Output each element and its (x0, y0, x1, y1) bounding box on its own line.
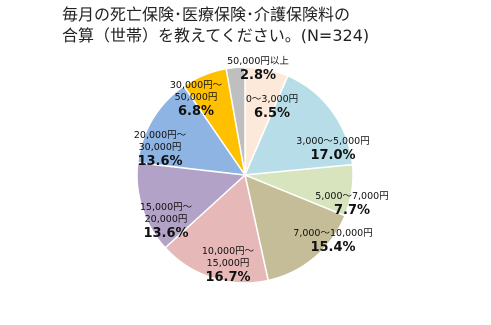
category-label: 0～3,000円 (245, 94, 299, 105)
category-label: 7,000～10,000円 (293, 228, 373, 239)
pie-slice (136, 84, 247, 176)
pie-slice (243, 173, 346, 282)
slice-label: 20,000円～ 30,000円 13.6% (134, 130, 186, 170)
pie-slice (225, 66, 246, 176)
value-label: 2.8% (239, 68, 277, 83)
value-label: 6.8% (177, 104, 215, 119)
category-label: 50,000円以上 (227, 56, 289, 67)
value-label: 6.5% (253, 106, 291, 121)
value-label: 16.7% (205, 270, 251, 285)
slice-label: 30,000円～ 50,000円 6.8% (170, 80, 222, 120)
slice-label: 10,000円～ 15,000円 16.7% (202, 246, 254, 286)
value-label: 15.4% (310, 240, 356, 255)
category-label: 30,000円～ 50,000円 (169, 80, 223, 103)
slice-label: 50,000円以上 2.8% (227, 56, 289, 84)
chart-title: 毎月の死亡保険･医療保険･介護保険料の 合算（世帯）を教えてください。(N=32… (62, 5, 370, 45)
pie-slice (243, 74, 354, 176)
slice-label: 15,000円～ 20,000円 13.6% (140, 202, 192, 242)
category-label: 3,000～5,000円 (296, 136, 370, 147)
category-label: 20,000円～ 30,000円 (133, 130, 187, 153)
value-label: 17.0% (310, 148, 356, 163)
pie-slice (164, 173, 270, 284)
slice-label: 5,000～7,000円 7.7% (315, 191, 388, 219)
pie-slice (136, 161, 247, 249)
slice-label: 0～3,000円 6.5% (246, 94, 298, 122)
value-label: 13.6% (137, 154, 183, 169)
value-label: 13.6% (143, 226, 189, 241)
value-label: 7.7% (333, 203, 371, 218)
category-label: 15,000円～ 20,000円 (139, 202, 193, 225)
category-label: 10,000円～ 15,000円 (201, 246, 255, 269)
category-label: 5,000～7,000円 (315, 191, 389, 202)
slice-label: 3,000～5,000円 17.0% (296, 136, 369, 164)
slice-label: 7,000～10,000円 15.4% (293, 228, 372, 256)
